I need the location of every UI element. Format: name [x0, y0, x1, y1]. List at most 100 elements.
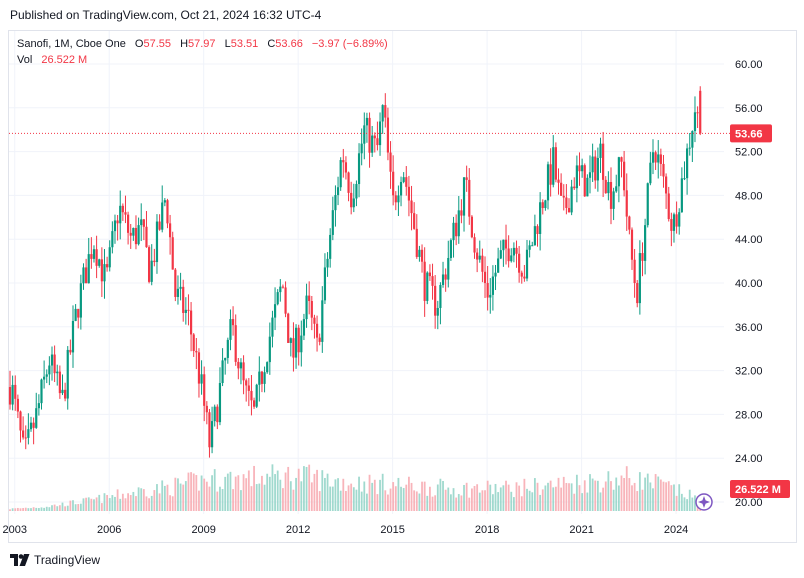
symbol-label[interactable]: Sanofi, 1M, Cboe One: [17, 38, 126, 50]
candle-body: [64, 389, 67, 399]
candle-body: [489, 294, 492, 298]
candle-body: [541, 202, 544, 209]
volume-bar: [30, 508, 32, 511]
volume-bar: [631, 485, 633, 511]
volume-bar: [142, 489, 145, 511]
candle-body: [583, 165, 586, 197]
volume-bar: [208, 486, 211, 511]
volume-bar: [389, 488, 392, 511]
volume-bar: [468, 497, 471, 511]
volume-bar: [221, 489, 224, 511]
volume-bar: [497, 492, 500, 511]
volume-bar: [295, 477, 297, 511]
candle-body: [129, 232, 132, 236]
candle-body: [510, 255, 513, 262]
candle-body: [612, 191, 615, 209]
volume-bar: [523, 478, 526, 511]
candle-body: [350, 192, 353, 208]
volume-bar: [145, 496, 148, 511]
candle-body: [210, 421, 214, 448]
candle-body: [520, 272, 523, 277]
volume-bar: [489, 484, 492, 511]
candle-body: [300, 335, 303, 353]
volume-bar: [457, 494, 460, 511]
candle-body: [649, 162, 652, 184]
candle-body: [318, 337, 321, 342]
volume-bar: [148, 498, 150, 511]
candle-body: [234, 325, 237, 362]
volume-bar: [14, 508, 17, 511]
candle-body: [662, 163, 665, 177]
candle-body: [195, 350, 198, 353]
candle-body: [594, 156, 597, 181]
high-value: 57.97: [188, 38, 216, 50]
candle-body: [326, 258, 329, 268]
candle-body: [573, 186, 576, 189]
volume-bar: [289, 481, 292, 511]
volume-bar: [45, 506, 48, 511]
candle-body: [686, 148, 689, 179]
volume-bar: [166, 484, 169, 511]
candle-body: [92, 249, 96, 259]
time-tick-label: 2021: [569, 524, 593, 536]
volume-bar: [431, 496, 434, 511]
candle-body: [678, 212, 681, 227]
volume-bar: [108, 498, 111, 511]
volume-bar: [670, 485, 673, 511]
candle-body: [499, 250, 502, 259]
candle-body: [502, 239, 505, 251]
tradingview-logo-icon[interactable]: [10, 554, 30, 566]
volume-bar: [308, 464, 311, 511]
volume-bar: [182, 484, 185, 511]
volume-label[interactable]: Vol: [17, 54, 33, 66]
candle-body: [85, 267, 88, 284]
candle-body: [58, 371, 61, 394]
volume-bar: [74, 504, 77, 511]
candle-body: [27, 429, 30, 438]
volume-bar: [263, 484, 266, 511]
candle-body: [145, 226, 148, 248]
volume-bar: [171, 496, 174, 511]
volume-bar: [379, 479, 381, 511]
volume-bar: [562, 476, 565, 511]
candle-body: [665, 176, 668, 194]
candle-body: [56, 371, 59, 374]
candle-body: [347, 172, 350, 193]
volume-bar: [326, 473, 329, 511]
candle-body: [344, 162, 348, 173]
volume-bar: [114, 496, 116, 511]
compass-icon[interactable]: [695, 493, 713, 511]
volume-bar: [528, 490, 531, 511]
volume-bar: [297, 468, 300, 511]
volume-bar: [174, 477, 177, 511]
time-tick-label: 2018: [475, 524, 499, 536]
close-label: C: [267, 38, 276, 50]
candle-body: [428, 272, 432, 277]
candle-body: [321, 300, 324, 342]
volume-bar: [276, 470, 279, 511]
candle-body: [604, 179, 607, 194]
volume-bar: [439, 478, 442, 511]
price-axis[interactable]: 60.00 56.00 52.00 48.00 44.00 40.00 36.00 32.00…: [735, 59, 763, 509]
candle-body: [166, 200, 169, 224]
candle-body: [273, 304, 277, 318]
volume-bar: [250, 486, 253, 511]
volume-bar: [360, 491, 363, 511]
volume-bar: [589, 474, 591, 511]
candle-body: [352, 198, 355, 208]
volume-bar: [620, 475, 623, 511]
candle-body: [536, 226, 539, 234]
candle-body: [586, 177, 589, 197]
candle-body: [552, 147, 555, 185]
time-axis[interactable]: 2003 2006 2009 2012 2015 2018 2021 2024: [2, 524, 688, 536]
volume-bar: [169, 495, 171, 511]
volume-bar: [19, 508, 22, 511]
candle-body: [203, 374, 206, 406]
volume-bar: [300, 481, 303, 511]
candle-body: [231, 319, 235, 326]
candle-body: [276, 292, 279, 305]
volume-bar: [279, 479, 282, 511]
volume-bar: [85, 497, 88, 511]
candle-body: [224, 357, 227, 361]
